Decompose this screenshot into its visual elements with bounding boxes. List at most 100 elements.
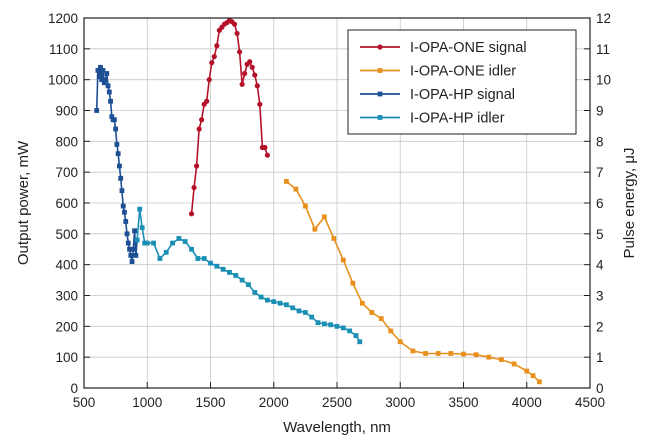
legend-swatch-marker xyxy=(377,44,383,50)
data-point xyxy=(511,361,517,367)
data-point xyxy=(347,328,353,334)
data-point xyxy=(530,373,536,379)
x-tick-label: 3500 xyxy=(448,395,478,410)
y-tick-label: 200 xyxy=(55,319,78,334)
data-point xyxy=(193,163,200,169)
data-point xyxy=(109,114,115,120)
data-point xyxy=(123,219,129,224)
data-point xyxy=(127,246,132,252)
data-point xyxy=(182,239,188,244)
data-point xyxy=(309,314,315,320)
data-point xyxy=(537,379,542,385)
y-tick-label: 600 xyxy=(55,196,78,211)
series-line xyxy=(190,19,269,214)
data-point xyxy=(277,300,283,306)
legend-item: I-OPA-ONE signal xyxy=(360,40,527,56)
data-point xyxy=(357,339,363,345)
y2-tick-label: 9 xyxy=(596,104,604,119)
ticks xyxy=(83,17,591,389)
data-point xyxy=(524,368,530,374)
data-point xyxy=(117,163,122,169)
data-point xyxy=(302,310,308,315)
y2-tick-label: 11 xyxy=(596,42,610,57)
data-point xyxy=(350,280,356,286)
data-point xyxy=(236,49,243,55)
data-point xyxy=(340,325,346,331)
y2-tick-label: 8 xyxy=(596,134,604,149)
data-point xyxy=(103,77,108,83)
data-point xyxy=(105,83,111,89)
legend: I-OPA-ONE signal I-OPA-ONE idler I-OPA-HP … xyxy=(347,29,577,135)
data-point xyxy=(98,64,103,70)
legend-swatch-marker xyxy=(377,91,383,97)
series-0 xyxy=(188,17,271,217)
data-point xyxy=(227,269,232,275)
data-point xyxy=(119,188,125,194)
data-point xyxy=(124,231,130,237)
data-point xyxy=(328,322,334,328)
series-lines xyxy=(94,17,542,385)
tick-labels: 500 1000 1500 2000 2500 3000 3500 4000 450001002… xyxy=(48,11,611,410)
data-point xyxy=(104,71,110,76)
data-point xyxy=(461,351,466,357)
data-point xyxy=(233,273,239,278)
y-tick-label: 800 xyxy=(55,134,78,149)
x-tick-label: 3000 xyxy=(385,395,415,410)
y-tick-label: 1200 xyxy=(48,11,78,26)
x-tick-label: 1500 xyxy=(195,395,225,410)
y2-tick-label: 10 xyxy=(596,73,611,88)
data-point xyxy=(239,277,245,283)
data-point xyxy=(101,80,107,86)
y-tick-label: 1100 xyxy=(49,42,78,57)
data-point xyxy=(211,53,217,60)
data-point xyxy=(252,72,258,78)
data-point xyxy=(208,260,213,266)
data-point xyxy=(353,333,359,338)
data-point xyxy=(290,305,296,311)
data-point xyxy=(302,203,308,209)
y2-tick-label: 12 xyxy=(596,11,611,26)
data-point xyxy=(258,294,264,300)
data-point xyxy=(95,68,101,73)
data-point xyxy=(252,290,258,295)
data-point xyxy=(264,152,271,158)
data-point xyxy=(199,117,205,123)
data-point xyxy=(473,352,479,358)
data-point xyxy=(125,240,131,246)
x-tick-label: 4500 xyxy=(575,395,605,410)
data-point xyxy=(378,316,384,322)
legend-label: I-OPA-HP idler xyxy=(410,111,505,127)
legend-item: I-OPA-ONE idler xyxy=(360,64,516,80)
data-point xyxy=(100,68,106,73)
data-point xyxy=(214,263,220,269)
data-point xyxy=(388,328,394,334)
data-point xyxy=(137,206,143,212)
x-axis-title: Wavelength, nm xyxy=(283,419,391,436)
legend-swatch-marker xyxy=(377,115,383,120)
y2-tick-label: 5 xyxy=(596,227,604,242)
data-point xyxy=(204,98,210,104)
data-point xyxy=(134,237,140,243)
data-point xyxy=(201,256,207,261)
data-point xyxy=(242,70,248,77)
data-point xyxy=(234,30,240,37)
data-point xyxy=(254,83,260,89)
x-tick-label: 1000 xyxy=(132,395,162,410)
y-tick-label: 100 xyxy=(55,350,78,365)
data-point xyxy=(448,351,454,356)
data-point xyxy=(214,43,220,49)
y-tick-label: 300 xyxy=(55,289,78,304)
y-tick-label: 700 xyxy=(55,165,78,180)
y-tick-label: 500 xyxy=(55,227,78,242)
data-point xyxy=(499,357,504,363)
data-point xyxy=(209,60,215,66)
data-point xyxy=(249,64,255,70)
data-point xyxy=(113,126,119,132)
legend-swatch-marker xyxy=(377,68,383,73)
data-point xyxy=(359,300,365,306)
data-point xyxy=(247,59,253,65)
data-point xyxy=(312,226,318,232)
data-point xyxy=(106,89,112,95)
series-1 xyxy=(284,179,542,385)
